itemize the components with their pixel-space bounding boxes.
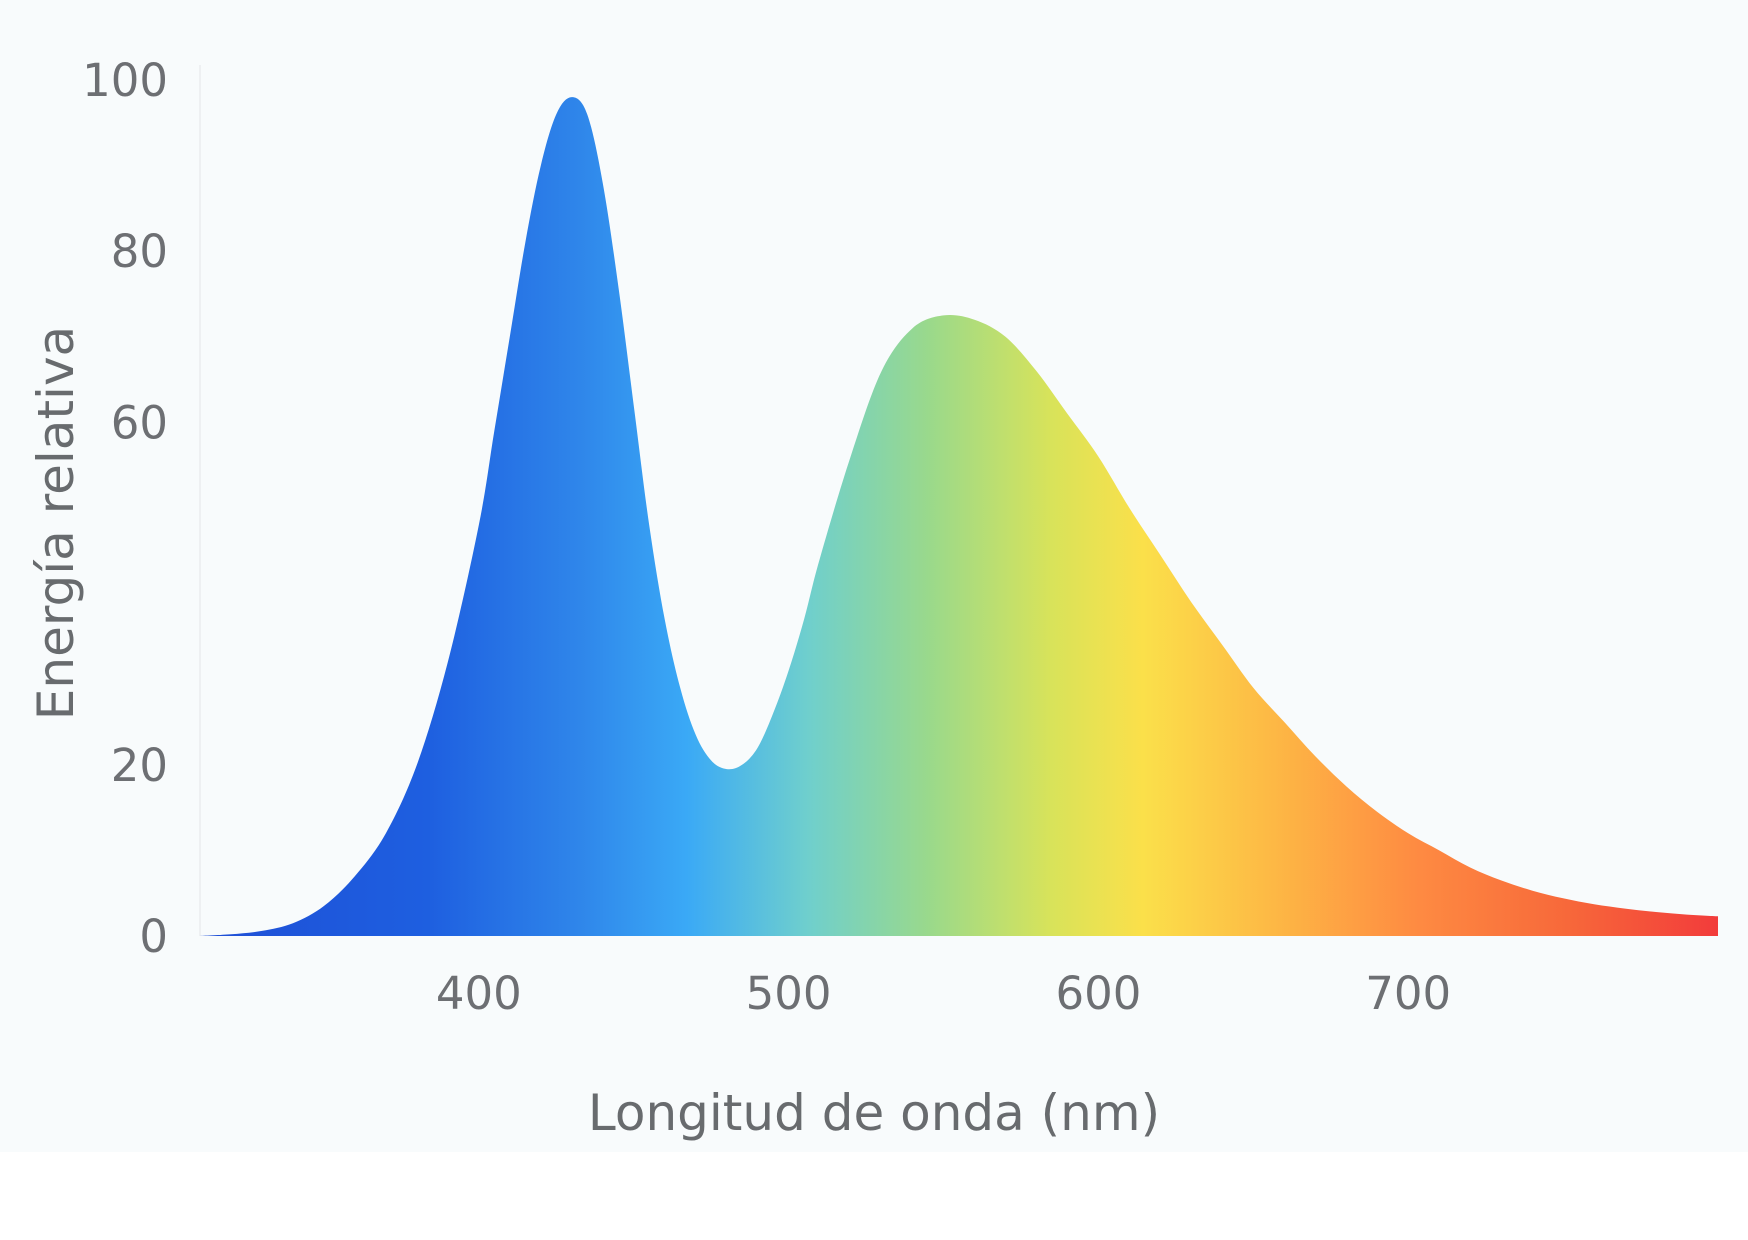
x-tick-label: 400 (436, 967, 522, 1020)
y-tick-label: 80 (111, 225, 168, 278)
y-tick-label: 60 (111, 396, 168, 449)
x-axis: 400 500 600 700 (436, 967, 1451, 1020)
spectrum-chart-svg: 0 20 60 80 100 400 500 600 700 Energía relativa… (27, 54, 1718, 1142)
y-tick-label: 20 (111, 739, 168, 792)
y-axis: 0 20 60 80 100 (82, 54, 201, 963)
y-axis-title: Energía relativa (27, 326, 85, 720)
x-tick-labels: 400 500 600 700 (436, 967, 1451, 1020)
y-tick-label: 100 (82, 54, 168, 107)
x-tick-label: 600 (1055, 967, 1141, 1020)
x-tick-label: 500 (746, 967, 832, 1020)
x-axis-title: Longitud de onda (nm) (588, 1084, 1160, 1142)
spectrum-area (200, 97, 1718, 937)
chart-panel: 0 20 60 80 100 400 500 600 700 Energía relativa… (27, 54, 1718, 1142)
x-tick-label: 700 (1365, 967, 1451, 1020)
y-tick-labels: 0 20 60 80 100 (82, 54, 168, 963)
y-tick-label: 0 (139, 910, 168, 963)
